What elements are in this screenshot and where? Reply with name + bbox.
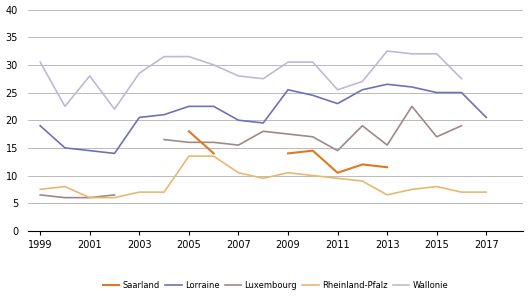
- Legend: Saarland, Lorraine, Luxembourg, Rheinland-Pfalz, Wallonie: Saarland, Lorraine, Luxembourg, Rheinlan…: [99, 278, 452, 293]
